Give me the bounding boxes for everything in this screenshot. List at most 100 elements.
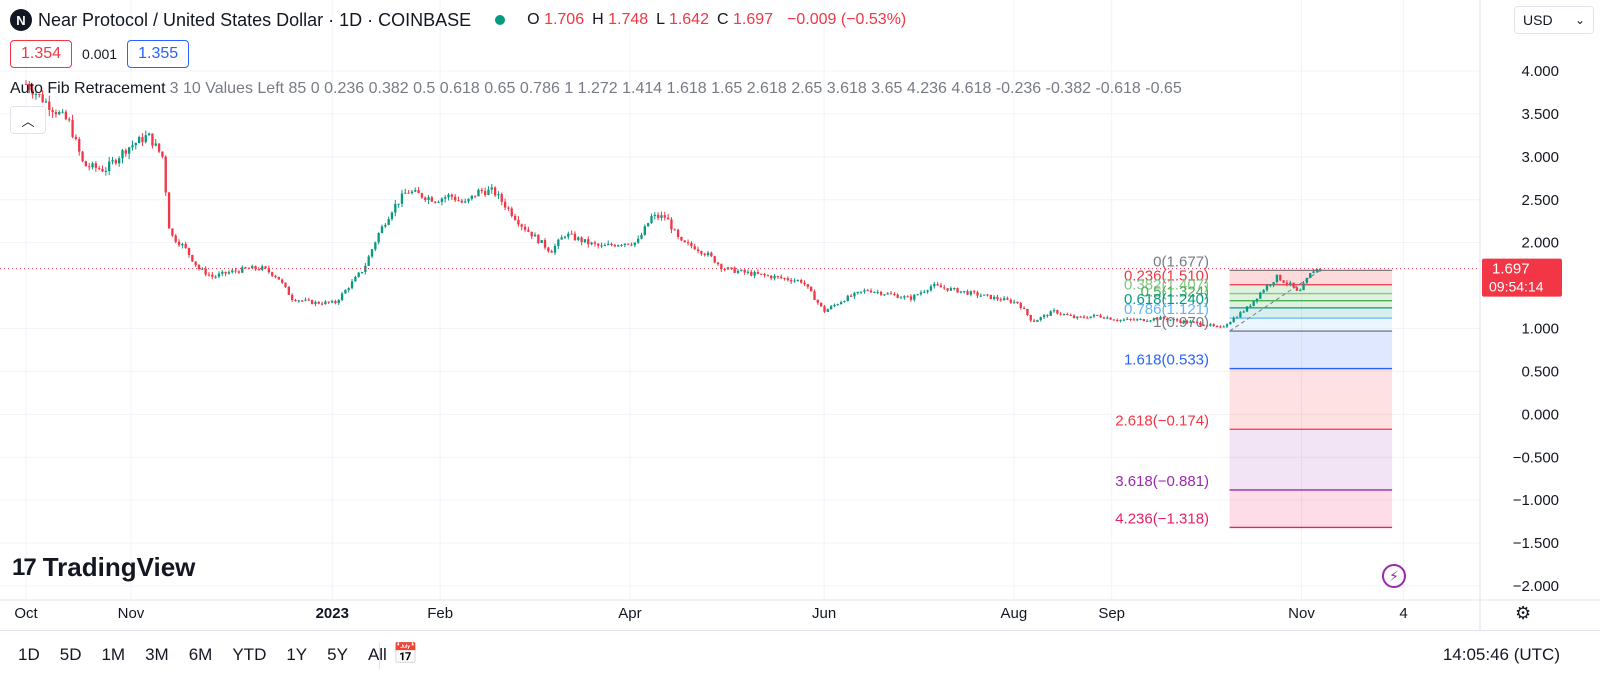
candle-body-275[interactable] (939, 285, 943, 288)
candle-body-161[interactable] (560, 237, 563, 240)
candle-body-262[interactable] (896, 294, 899, 298)
candle-body-364[interactable] (1235, 317, 1239, 319)
candle-body-98[interactable] (350, 281, 354, 289)
candle-body-220[interactable] (756, 272, 760, 274)
candle-body-74[interactable] (271, 272, 274, 276)
candle-body-90[interactable] (324, 301, 327, 305)
range-1m-button[interactable]: 1M (101, 645, 126, 664)
candle-body-1[interactable] (28, 83, 31, 90)
candle-body-87[interactable] (314, 301, 317, 305)
candle-body-335[interactable] (1139, 319, 1142, 321)
candle-body-379[interactable] (1285, 282, 1289, 284)
candle-body-18[interactable] (84, 161, 88, 167)
candle-body-19[interactable] (88, 166, 91, 168)
candle-body-322[interactable] (1096, 314, 1099, 316)
candle-body-129[interactable] (454, 196, 457, 201)
candle-body-266[interactable] (909, 296, 913, 300)
candle-body-328[interactable] (1116, 319, 1119, 321)
symbol-title[interactable]: Near Protocol / United States Dollar · 1… (38, 9, 472, 30)
candle-body-184[interactable] (637, 238, 640, 243)
candle-body-308[interactable] (1049, 311, 1052, 316)
candle-body-237[interactable] (813, 291, 816, 300)
candle-body-138[interactable] (483, 191, 487, 195)
candle-body-295[interactable] (1006, 298, 1009, 300)
candle-body-339[interactable] (1152, 318, 1156, 321)
candle-body-231[interactable] (793, 280, 796, 282)
candle-body-219[interactable] (753, 272, 756, 276)
candle-body-93[interactable] (334, 300, 337, 304)
candle-body-225[interactable] (773, 276, 776, 279)
candle-body-24[interactable] (104, 170, 108, 172)
candle-body-229[interactable] (786, 278, 790, 281)
candle-body-35[interactable] (141, 137, 144, 143)
candle-body-217[interactable] (746, 271, 750, 273)
candle-body-132[interactable] (464, 201, 467, 203)
candle-body-226[interactable] (776, 276, 780, 278)
candle-body-346[interactable] (1175, 319, 1179, 321)
candle-body-319[interactable] (1086, 317, 1089, 319)
candle-body-345[interactable] (1172, 319, 1175, 321)
candle-body-60[interactable] (224, 271, 227, 274)
candle-body-288[interactable] (983, 294, 986, 296)
candle-body-387[interactable] (1312, 271, 1315, 274)
candle-body-211[interactable] (726, 267, 730, 270)
candle-body-178[interactable] (617, 245, 620, 247)
candle-body-43[interactable] (167, 192, 171, 229)
candle-body-139[interactable] (487, 189, 490, 195)
candle-body-13[interactable] (68, 119, 71, 121)
candle-body-265[interactable] (906, 296, 909, 298)
candle-body-368[interactable] (1249, 305, 1252, 307)
candle-body-117[interactable] (414, 190, 417, 192)
range-1y-button[interactable]: 1Y (286, 645, 308, 664)
candle-body-268[interactable] (916, 294, 919, 296)
candle-body-306[interactable] (1042, 315, 1046, 318)
candle-body-85[interactable] (307, 299, 310, 301)
candle-body-214[interactable] (736, 270, 740, 273)
candle-body-342[interactable] (1162, 316, 1165, 319)
candle-body-232[interactable] (796, 280, 800, 282)
candle-body-218[interactable] (750, 271, 753, 276)
candle-body-285[interactable] (973, 291, 976, 293)
candle-body-354[interactable] (1202, 325, 1205, 327)
candle-body-267[interactable] (913, 294, 916, 300)
candle-body-55[interactable] (207, 274, 211, 276)
candle-body-282[interactable] (963, 291, 966, 293)
candle-body-233[interactable] (800, 280, 803, 283)
candle-body-326[interactable] (1109, 317, 1112, 320)
candle-body-234[interactable] (803, 282, 806, 285)
candle-body-0[interactable] (24, 83, 28, 85)
candle-body-333[interactable] (1132, 319, 1136, 321)
candle-body-88[interactable] (317, 301, 320, 304)
candle-body-312[interactable] (1062, 314, 1066, 316)
price-chart[interactable]: 0(1.677)0.236(1.510)0.382(1.407)0.5(1.32… (0, 0, 1600, 630)
candle-body-182[interactable] (630, 244, 633, 246)
candle-body-157[interactable] (547, 247, 550, 252)
candle-body-352[interactable] (1195, 321, 1199, 323)
candle-body-9[interactable] (54, 112, 58, 115)
candle-body-118[interactable] (417, 190, 420, 194)
candle-body-95[interactable] (340, 293, 344, 301)
candle-body-156[interactable] (543, 240, 547, 248)
candle-body-206[interactable] (710, 252, 713, 257)
range-6m-button[interactable]: 6M (188, 645, 213, 664)
candle-body-163[interactable] (567, 233, 570, 237)
candle-body-14[interactable] (71, 120, 74, 137)
candle-body-171[interactable] (593, 242, 597, 244)
candle-body-277[interactable] (946, 288, 949, 291)
candle-body-159[interactable] (553, 245, 557, 253)
candle-body-45[interactable] (174, 235, 177, 242)
candle-body-292[interactable] (996, 296, 999, 300)
candle-body-115[interactable] (407, 192, 410, 194)
range-5d-button[interactable]: 5D (59, 645, 82, 664)
candle-body-123[interactable] (434, 201, 437, 203)
candle-body-46[interactable] (177, 241, 181, 246)
candle-body-160[interactable] (557, 239, 560, 246)
candle-body-327[interactable] (1112, 319, 1116, 321)
candle-body-23[interactable] (101, 168, 104, 172)
candle-body-164[interactable] (570, 233, 573, 235)
range-5y-button[interactable]: 5Y (327, 645, 348, 664)
candle-body-259[interactable] (886, 293, 889, 295)
candle-body-299[interactable] (1019, 303, 1022, 308)
candle-body-62[interactable] (231, 270, 234, 273)
candle-body-177[interactable] (613, 245, 617, 247)
